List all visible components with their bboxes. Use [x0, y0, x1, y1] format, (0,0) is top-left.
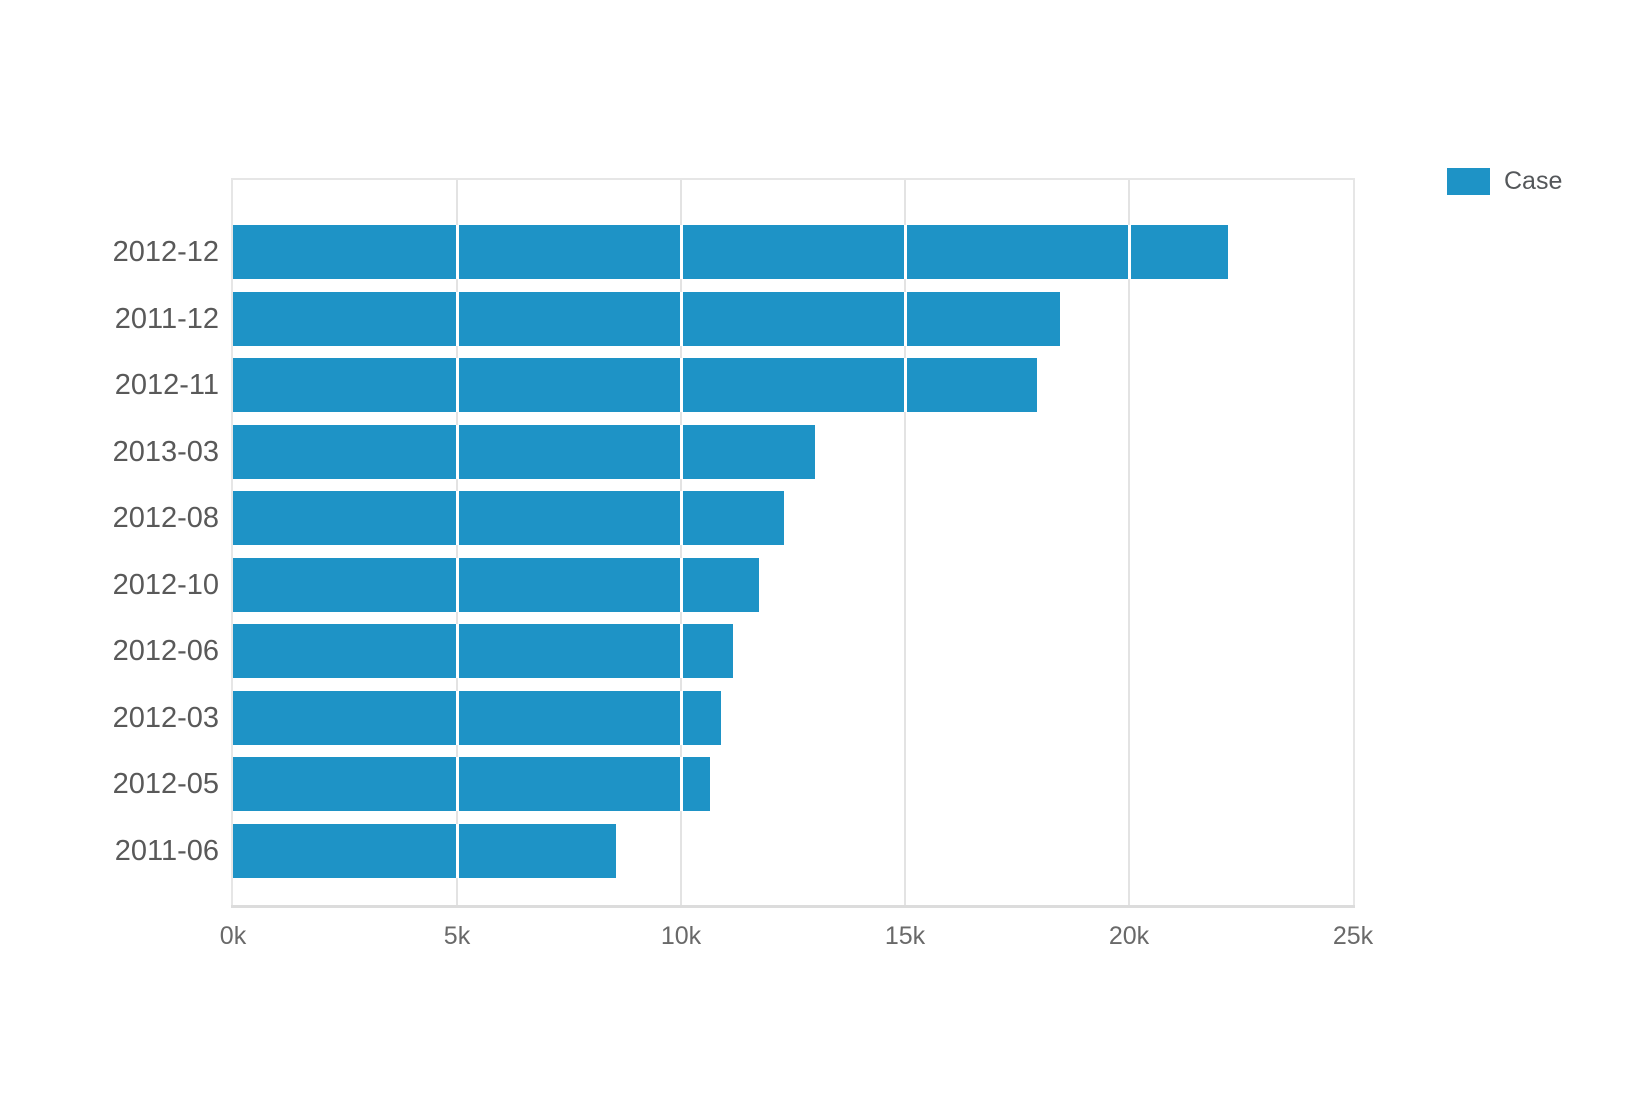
y-axis-label-2012-10: 2012-10 — [112, 568, 219, 601]
gridline-overlay — [455, 225, 459, 279]
gridline-overlay — [455, 358, 459, 412]
gridline-overlay — [455, 757, 459, 811]
legend-label: Case — [1504, 167, 1563, 195]
y-axis-label-2011-12: 2011-12 — [114, 302, 219, 335]
gridline-overlay — [679, 491, 683, 545]
gridline-overlay — [679, 757, 683, 811]
gridline-overlay — [455, 823, 459, 878]
gridline-overlay — [1127, 225, 1131, 279]
x-axis-labels: 0k 5k 10k 15k 20k 25k — [0, 922, 1650, 954]
plot-area — [233, 180, 1353, 905]
x-axis-tick-0k: 0k — [219, 922, 247, 950]
legend-item-case[interactable]: Case — [1447, 167, 1562, 196]
bar-2012-10[interactable] — [233, 557, 760, 612]
y-axis-label-2012-06: 2012-06 — [112, 635, 219, 667]
gridline-overlay — [679, 358, 683, 412]
y-axis-label-2011-06: 2011-06 — [114, 834, 219, 867]
gridline-overlay — [455, 690, 459, 745]
y-axis-label-2012-03: 2012-03 — [112, 701, 219, 734]
gridline-overlay — [455, 491, 459, 545]
plot-border-top — [231, 178, 1355, 180]
bar-2013-03[interactable] — [233, 424, 816, 479]
gridline-overlay — [679, 291, 683, 346]
y-axis-label-2012-12: 2012-12 — [112, 236, 219, 268]
y-axis-labels: 2012-12 2011-12 2012-11 2013-03 2012-08 2012-… — [0, 180, 219, 905]
plot-border-left — [231, 178, 233, 906]
bar-2012-11[interactable] — [233, 358, 1038, 412]
gridline-overlay — [679, 225, 683, 279]
bar-2012-12[interactable] — [233, 225, 1228, 279]
x-axis-line — [231, 905, 1355, 908]
gridline-overlay — [679, 557, 683, 612]
x-axis-tick-5k: 5k — [443, 922, 471, 950]
gridline-overlay — [455, 557, 459, 612]
plot-border-right — [1353, 178, 1355, 906]
gridline-overlay — [679, 690, 683, 745]
bar-2011-12[interactable] — [233, 291, 1060, 346]
gridline-20k — [1128, 180, 1130, 905]
gridline-overlay — [679, 424, 683, 479]
bar-2012-08[interactable] — [233, 491, 785, 545]
y-axis-label-2013-03: 2013-03 — [112, 435, 219, 468]
y-axis-label-2012-05: 2012-05 — [112, 768, 219, 800]
y-axis-label-2012-08: 2012-08 — [112, 502, 219, 534]
gridline-overlay — [903, 225, 907, 279]
legend-swatch-icon — [1447, 168, 1490, 195]
bar-2012-05[interactable] — [233, 757, 711, 811]
gridline-overlay — [455, 424, 459, 479]
x-axis-tick-20k: 20k — [1108, 922, 1150, 950]
gridline-overlay — [903, 358, 907, 412]
bar-2012-03[interactable] — [233, 690, 722, 745]
x-axis-tick-10k: 10k — [660, 922, 702, 950]
gridline-15k — [904, 180, 906, 905]
bar-2011-06[interactable] — [233, 823, 617, 878]
gridline-overlay — [455, 291, 459, 346]
x-axis-tick-15k: 15k — [884, 922, 926, 950]
x-axis-tick-25k: 25k — [1332, 922, 1374, 950]
gridline-overlay — [455, 624, 459, 678]
gridline-overlay — [679, 624, 683, 678]
gridline-overlay — [903, 291, 907, 346]
y-axis-label-2012-11: 2012-11 — [114, 369, 219, 401]
bar-2012-06[interactable] — [233, 624, 733, 678]
